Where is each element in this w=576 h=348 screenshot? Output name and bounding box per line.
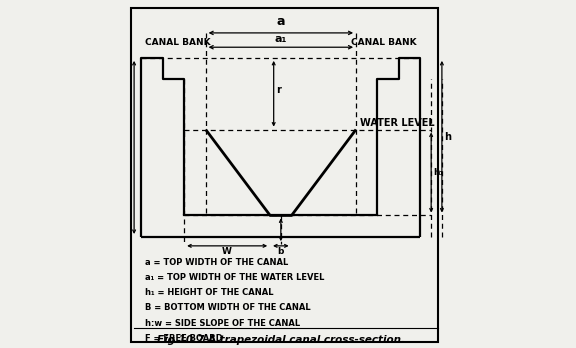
Text: CANAL BANK: CANAL BANK bbox=[145, 38, 210, 47]
Text: WATER LEVEL: WATER LEVEL bbox=[359, 118, 434, 128]
Text: b: b bbox=[278, 247, 284, 256]
Text: a₁ = TOP WIDTH OF THE WATER LEVEL: a₁ = TOP WIDTH OF THE WATER LEVEL bbox=[145, 274, 324, 283]
Text: h₁ = HEIGHT OF THE CANAL: h₁ = HEIGHT OF THE CANAL bbox=[145, 288, 274, 298]
Text: a: a bbox=[276, 15, 285, 27]
Text: CANAL BANK: CANAL BANK bbox=[351, 38, 417, 47]
Text: Fig 10.7 A trapezoidal canal cross-section.: Fig 10.7 A trapezoidal canal cross-secti… bbox=[157, 335, 405, 345]
Text: F = FREE BOARD: F = FREE BOARD bbox=[145, 333, 222, 342]
Text: W: W bbox=[222, 247, 232, 256]
Text: a = TOP WIDTH OF THE CANAL: a = TOP WIDTH OF THE CANAL bbox=[145, 258, 288, 267]
Text: h₁: h₁ bbox=[433, 168, 444, 177]
Text: r: r bbox=[276, 85, 282, 95]
Text: B = BOTTOM WIDTH OF THE CANAL: B = BOTTOM WIDTH OF THE CANAL bbox=[145, 303, 310, 313]
Text: h: h bbox=[444, 132, 450, 142]
Text: h:w = SIDE SLOPE OF THE CANAL: h:w = SIDE SLOPE OF THE CANAL bbox=[145, 318, 300, 327]
Text: a₁: a₁ bbox=[275, 34, 287, 44]
